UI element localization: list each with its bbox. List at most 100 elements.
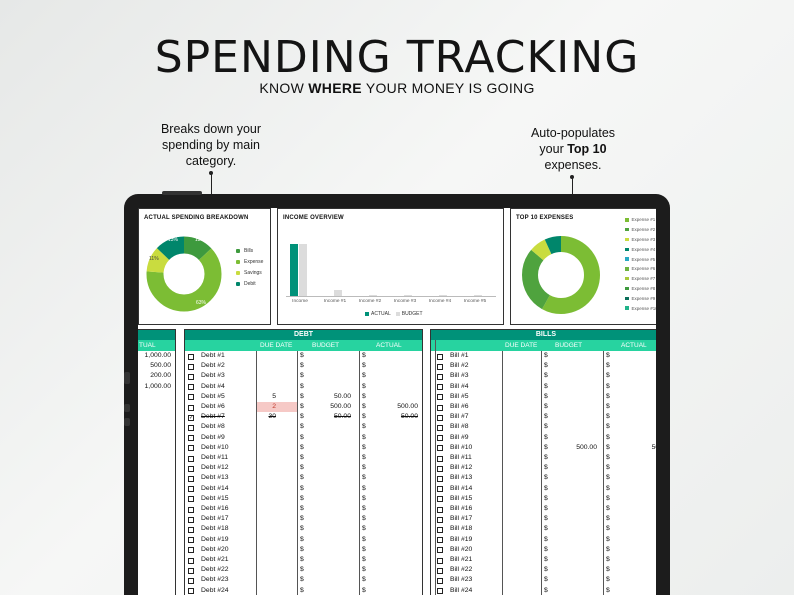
currency-symbol[interactable]: $: [362, 362, 366, 370]
bill-name[interactable]: Bill #24: [450, 586, 473, 594]
actual-value[interactable]: 500.00: [397, 403, 418, 410]
paid-checkbox[interactable]: [188, 353, 194, 360]
currency-symbol[interactable]: $: [544, 566, 548, 574]
paid-checkbox[interactable]: [188, 465, 194, 472]
currency-symbol[interactable]: $: [544, 433, 548, 441]
currency-symbol[interactable]: $: [544, 403, 548, 410]
currency-symbol[interactable]: $: [300, 392, 304, 400]
currency-symbol[interactable]: $: [362, 443, 366, 451]
due-date[interactable]: 5: [272, 392, 276, 400]
currency-symbol[interactable]: $: [606, 586, 610, 594]
bill-name[interactable]: Bill #14: [450, 484, 473, 492]
debt-name[interactable]: Debt #21: [201, 556, 229, 563]
bill-name[interactable]: Bill #3: [450, 372, 469, 380]
currency-symbol[interactable]: $: [606, 423, 610, 431]
paid-checkbox[interactable]: [188, 445, 194, 452]
currency-symbol[interactable]: $: [300, 535, 304, 543]
bill-name[interactable]: Bill #4: [450, 382, 469, 390]
paid-checkbox[interactable]: [188, 363, 194, 370]
currency-symbol[interactable]: $: [606, 494, 610, 502]
paid-checkbox[interactable]: [437, 363, 443, 370]
paid-checkbox[interactable]: [437, 557, 443, 564]
paid-checkbox[interactable]: [437, 414, 443, 421]
debt-name[interactable]: Debt #7: [201, 413, 225, 421]
currency-symbol[interactable]: $: [544, 362, 548, 370]
currency-symbol[interactable]: $: [606, 454, 610, 461]
currency-symbol[interactable]: $: [606, 352, 610, 359]
currency-symbol[interactable]: $: [300, 474, 304, 482]
currency-symbol[interactable]: $: [362, 392, 366, 400]
bill-name[interactable]: Bill #13: [450, 474, 473, 482]
paid-checkbox[interactable]: ✓: [188, 414, 194, 421]
currency-symbol[interactable]: $: [300, 352, 304, 359]
currency-symbol[interactable]: $: [362, 403, 366, 410]
bill-name[interactable]: Bill #2: [450, 362, 469, 370]
currency-symbol[interactable]: $: [544, 484, 548, 492]
currency-symbol[interactable]: $: [362, 484, 366, 492]
actual-value[interactable]: 50.00: [400, 413, 418, 421]
paid-checkbox[interactable]: [188, 588, 194, 595]
paid-checkbox[interactable]: [188, 373, 194, 380]
currency-symbol[interactable]: $: [544, 413, 548, 421]
currency-symbol[interactable]: $: [362, 433, 366, 441]
currency-symbol[interactable]: $: [606, 566, 610, 574]
currency-symbol[interactable]: $: [606, 433, 610, 441]
paid-checkbox[interactable]: [188, 516, 194, 523]
currency-symbol[interactable]: $: [362, 586, 366, 594]
currency-symbol[interactable]: $: [300, 423, 304, 431]
debt-name[interactable]: Debt #5: [201, 392, 225, 400]
currency-symbol[interactable]: $: [362, 464, 366, 472]
currency-symbol[interactable]: $: [544, 576, 548, 584]
currency-symbol[interactable]: $: [544, 556, 548, 563]
budget-value[interactable]: 50.00: [333, 392, 351, 400]
currency-symbol[interactable]: $: [362, 454, 366, 461]
bill-name[interactable]: Bill #1: [450, 352, 469, 359]
bill-name[interactable]: Bill #18: [450, 525, 473, 533]
paid-checkbox[interactable]: [188, 537, 194, 544]
paid-checkbox[interactable]: [188, 424, 194, 431]
paid-checkbox[interactable]: [188, 475, 194, 482]
bill-name[interactable]: Bill #12: [450, 464, 473, 472]
debt-name[interactable]: Debt #2: [201, 362, 225, 370]
bill-name[interactable]: Bill #7: [450, 413, 469, 421]
currency-symbol[interactable]: $: [362, 494, 366, 502]
currency-symbol[interactable]: $: [544, 454, 548, 461]
currency-symbol[interactable]: $: [300, 454, 304, 461]
debt-name[interactable]: Debt #1: [201, 352, 225, 359]
currency-symbol[interactable]: $: [300, 566, 304, 574]
paid-checkbox[interactable]: [188, 557, 194, 564]
paid-checkbox[interactable]: [437, 455, 443, 462]
paid-checkbox[interactable]: [188, 526, 194, 533]
paid-checkbox[interactable]: [188, 506, 194, 513]
currency-symbol[interactable]: $: [606, 515, 610, 523]
bill-name[interactable]: Bill #15: [450, 494, 473, 502]
actual-value[interactable]: 1,000.00: [144, 382, 171, 390]
currency-symbol[interactable]: $: [606, 484, 610, 492]
due-date[interactable]: 2: [272, 403, 276, 410]
paid-checkbox[interactable]: [437, 424, 443, 431]
currency-symbol[interactable]: $: [544, 352, 548, 359]
currency-symbol[interactable]: $: [362, 576, 366, 584]
budget-value[interactable]: 50.00: [333, 413, 351, 421]
currency-symbol[interactable]: $: [544, 525, 548, 533]
currency-symbol[interactable]: $: [544, 464, 548, 472]
budget-value[interactable]: 500.00: [330, 403, 351, 410]
debt-name[interactable]: Debt #20: [201, 545, 229, 553]
currency-symbol[interactable]: $: [362, 423, 366, 431]
currency-symbol[interactable]: $: [300, 505, 304, 512]
bill-name[interactable]: Bill #6: [450, 403, 469, 410]
paid-checkbox[interactable]: [188, 404, 194, 411]
currency-symbol[interactable]: $: [362, 525, 366, 533]
currency-symbol[interactable]: $: [362, 352, 366, 359]
currency-symbol[interactable]: $: [300, 433, 304, 441]
currency-symbol[interactable]: $: [606, 505, 610, 512]
bill-name[interactable]: Bill #16: [450, 505, 473, 512]
paid-checkbox[interactable]: [437, 394, 443, 401]
currency-symbol[interactable]: $: [606, 382, 610, 390]
currency-symbol[interactable]: $: [606, 392, 610, 400]
currency-symbol[interactable]: $: [362, 505, 366, 512]
bill-name[interactable]: Bill #20: [450, 545, 473, 553]
currency-symbol[interactable]: $: [606, 545, 610, 553]
paid-checkbox[interactable]: [188, 455, 194, 462]
currency-symbol[interactable]: $: [362, 545, 366, 553]
